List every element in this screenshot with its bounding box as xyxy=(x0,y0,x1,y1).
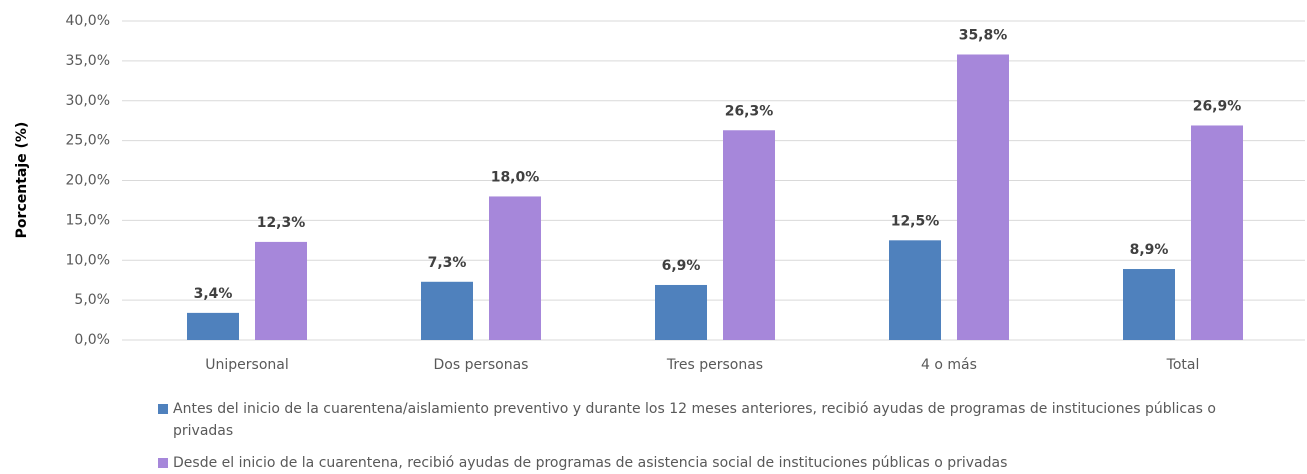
x-tick-label: Unipersonal xyxy=(205,357,288,373)
x-tick-label: Total xyxy=(1166,357,1200,373)
y-tick-label: 0,0% xyxy=(74,332,110,348)
y-tick-label: 10,0% xyxy=(66,252,110,268)
value-label: 35,8% xyxy=(959,27,1008,43)
legend-swatch xyxy=(158,404,168,414)
value-label: 12,3% xyxy=(257,215,306,231)
value-label: 26,9% xyxy=(1193,98,1242,114)
y-tick-label: 5,0% xyxy=(74,292,110,308)
x-tick-label: 4 o más xyxy=(921,357,977,373)
value-label: 3,4% xyxy=(194,286,233,302)
value-label: 7,3% xyxy=(428,255,467,271)
x-tick-label: Tres personas xyxy=(666,357,763,373)
x-tick-label: Dos personas xyxy=(434,357,529,373)
bar xyxy=(723,130,775,340)
value-label: 8,9% xyxy=(1130,242,1169,258)
bar xyxy=(489,196,541,340)
y-tick-label: 20,0% xyxy=(66,173,110,189)
legend-label: Antes del inicio de la cuarentena/aislam… xyxy=(173,401,1216,439)
bar xyxy=(421,281,473,340)
bar xyxy=(1123,269,1175,340)
y-tick-label: 35,0% xyxy=(66,53,110,69)
y-tick-label: 15,0% xyxy=(66,212,110,228)
legend-swatch xyxy=(158,458,168,468)
bar xyxy=(1191,125,1243,340)
bar xyxy=(957,54,1009,341)
value-label: 6,9% xyxy=(662,258,701,274)
y-tick-label: 25,0% xyxy=(66,133,110,149)
y-tick-label: 40,0% xyxy=(66,13,110,29)
bar xyxy=(187,312,239,340)
y-tick-label: 30,0% xyxy=(66,93,110,109)
chart: Porcentaje (%) 0,0% 5,0% 10,0% 15,0% 20,0% 25… xyxy=(14,13,1305,373)
y-axis-label: Porcentaje (%) xyxy=(14,122,30,239)
value-label: 18,0% xyxy=(491,169,540,185)
value-label: 26,3% xyxy=(725,103,774,119)
bar xyxy=(889,240,941,340)
value-label: 12,5% xyxy=(891,213,940,229)
legend-label: Desde el inicio de la cuarentena, recibi… xyxy=(173,455,1008,471)
bar xyxy=(255,241,307,340)
legend-item: Antes del inicio de la cuarentena/aislam… xyxy=(158,398,1248,442)
legend-item: Desde el inicio de la cuarentena, recibi… xyxy=(158,452,1298,474)
bar xyxy=(655,284,707,340)
